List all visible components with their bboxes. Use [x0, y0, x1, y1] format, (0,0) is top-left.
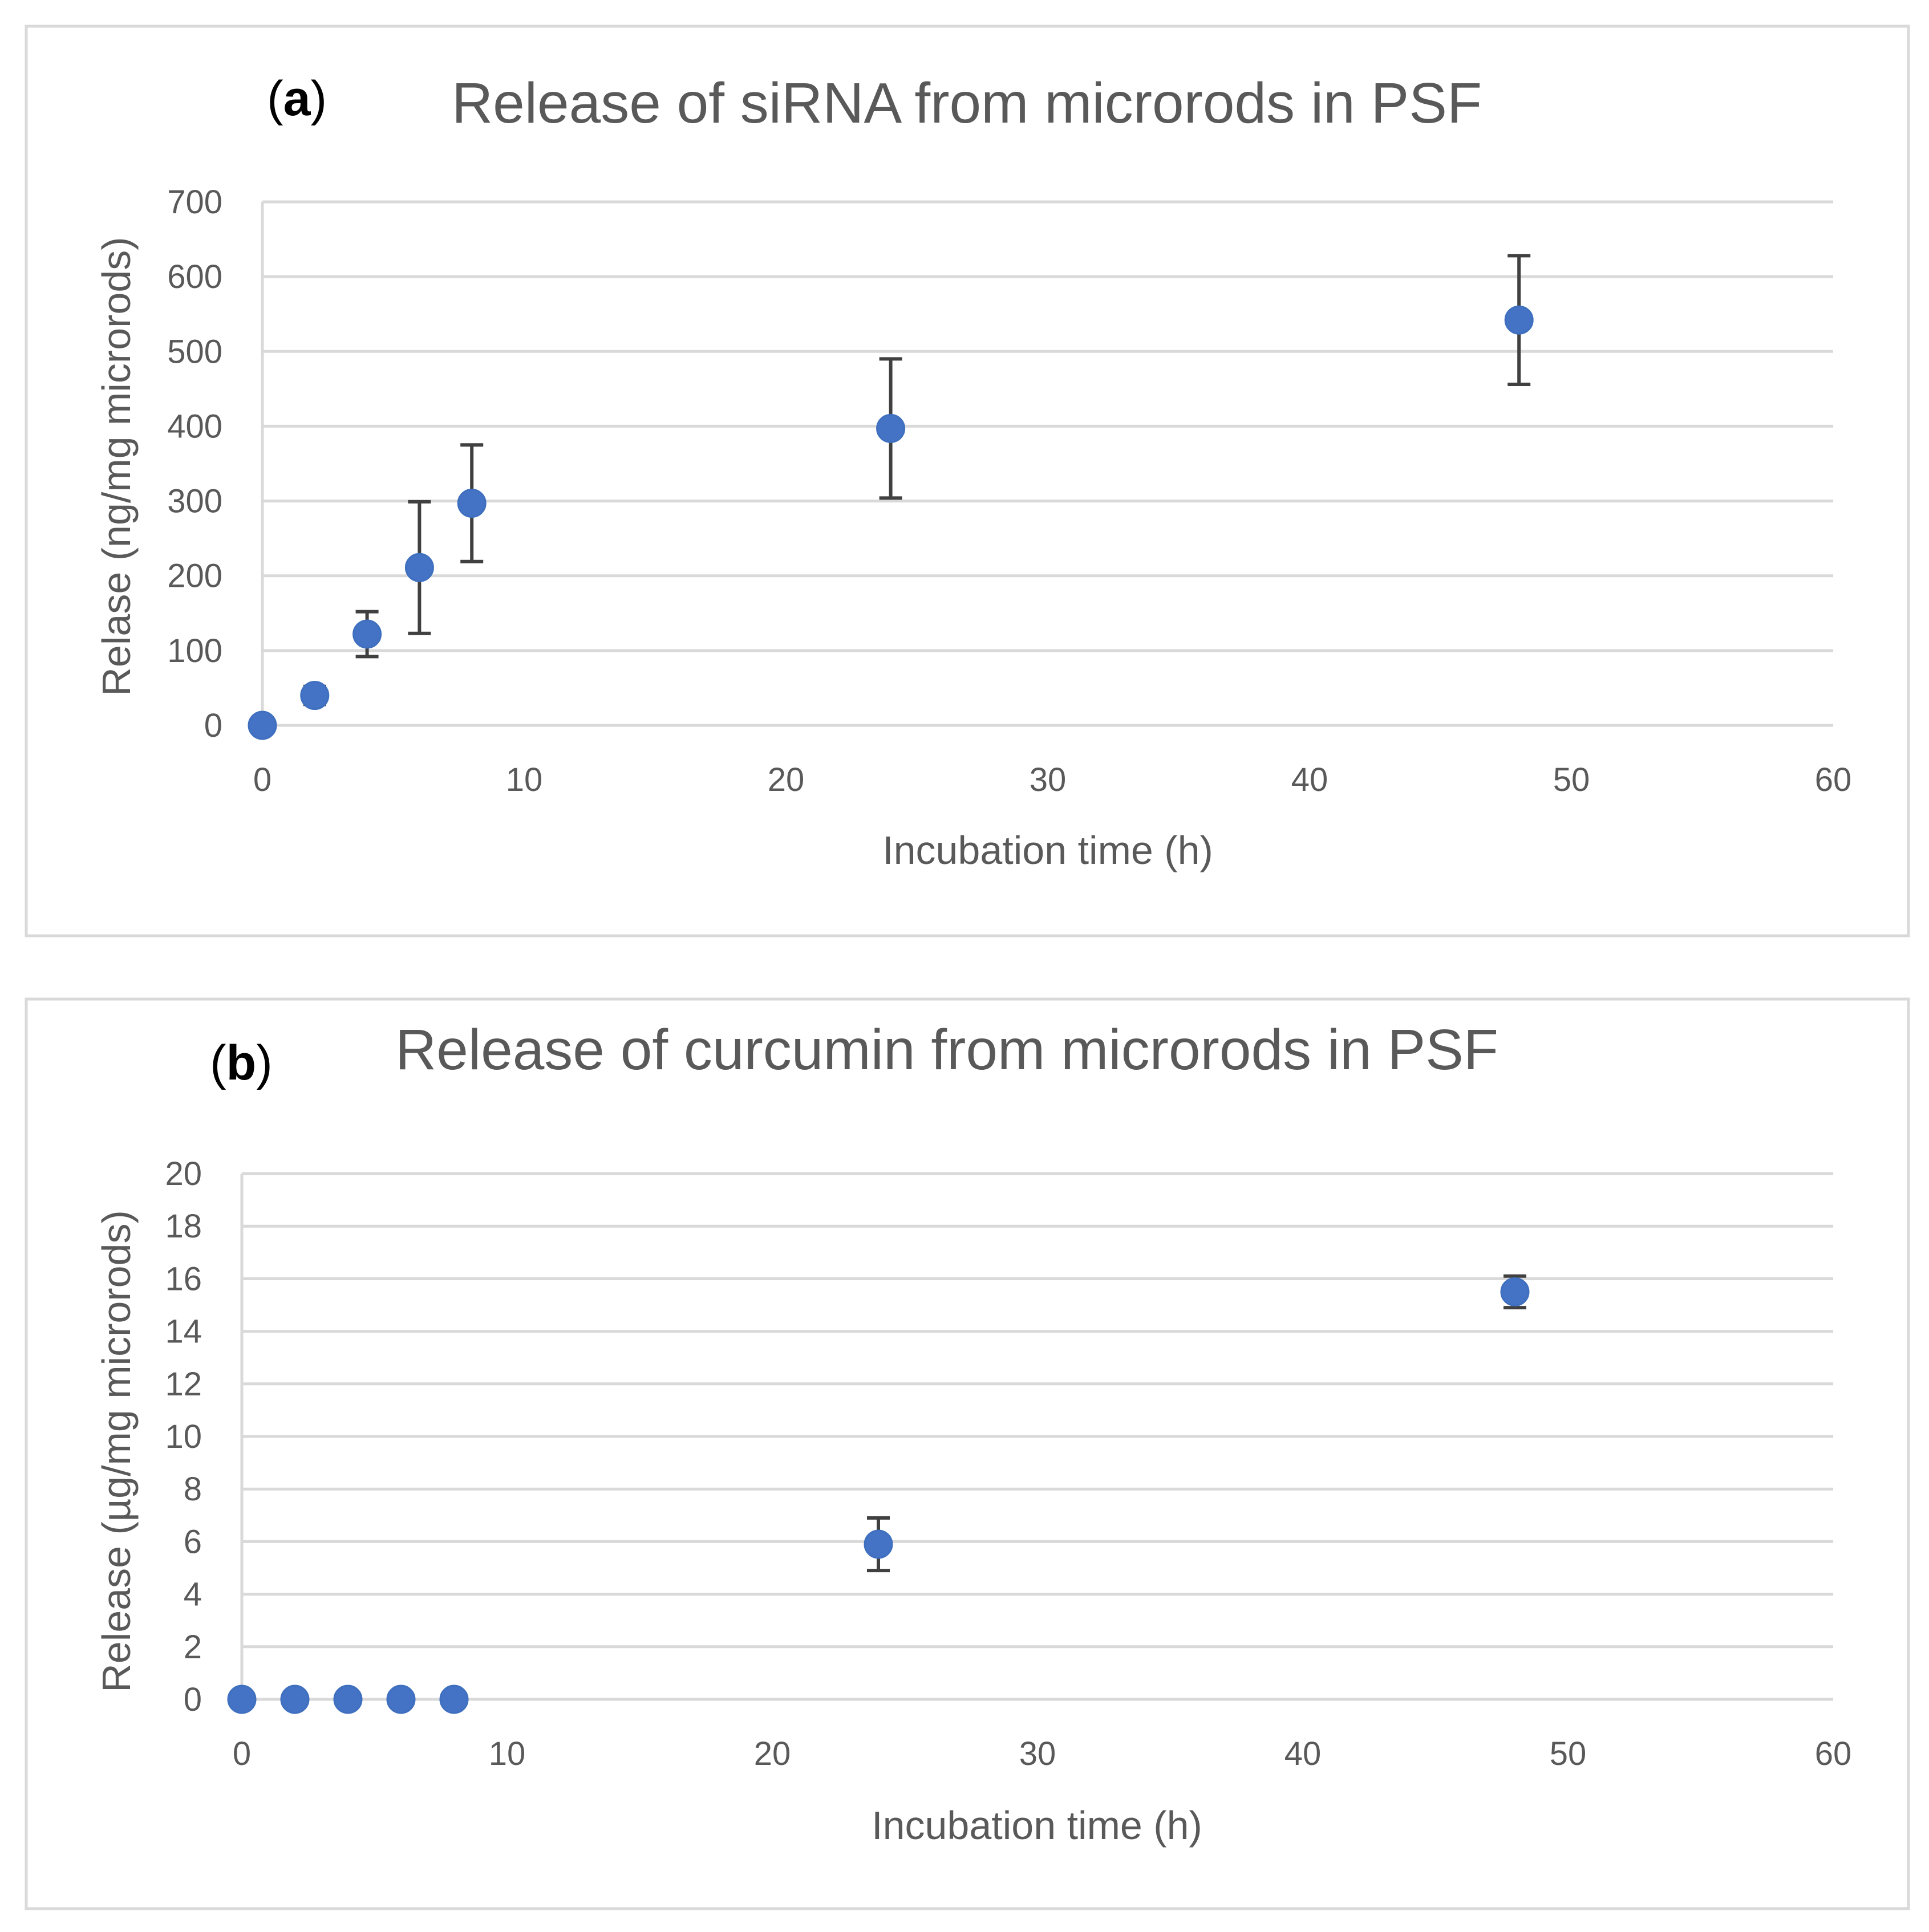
- panel-a-y-tick-label: 500: [167, 333, 222, 370]
- panel-a-label: (a): [267, 71, 327, 126]
- panel-b-y-tick-label: 8: [184, 1471, 202, 1508]
- panel-a-y-axis-title: Relase (ng/mg microrods): [94, 237, 139, 696]
- panel-b-x-tick-label: 10: [489, 1735, 526, 1772]
- panel-a-data-point: [404, 553, 434, 582]
- panel-b-x-tick-label: 20: [754, 1735, 791, 1772]
- panel-b-label-letter: b: [226, 1036, 257, 1090]
- panel-b-y-tick-label: 6: [184, 1523, 202, 1560]
- panel-a-y-tick-label: 400: [167, 408, 222, 445]
- panel-a-y-tick-label: 100: [167, 632, 222, 669]
- panel-a-x-tick-label: 10: [506, 761, 543, 798]
- panel-b-y-tick-label: 20: [165, 1155, 202, 1192]
- panel-a-data-point: [248, 711, 277, 740]
- panel-b-x-tick-label: 50: [1550, 1735, 1587, 1772]
- panel-a-data-point: [457, 489, 487, 518]
- panel-a-y-tick-label: 600: [167, 258, 222, 295]
- panel-b-data-point: [333, 1685, 363, 1714]
- panel-a-title: Release of siRNA from microrods in PSF: [452, 71, 1482, 135]
- panel-b-y-tick-label: 2: [184, 1629, 202, 1666]
- panel-a-x-axis-title: Incubation time (h): [882, 828, 1213, 872]
- panel-a-y-tick-label: 200: [167, 558, 222, 595]
- panel-b-x-axis-title: Incubation time (h): [872, 1803, 1202, 1848]
- panel-a-label-open: (: [267, 71, 283, 126]
- panel-b-y-tick-label: 18: [165, 1208, 202, 1245]
- panel-a-x-tick-label: 30: [1030, 761, 1067, 798]
- panel-b-data-point: [439, 1685, 469, 1714]
- panel-b-label-open: (: [210, 1036, 226, 1090]
- panel-b-x-tick-label: 40: [1284, 1735, 1322, 1772]
- panel-a-y-tick-label: 300: [167, 483, 222, 520]
- panel-b-y-tick-label: 14: [165, 1313, 202, 1350]
- panel-b-data-point: [280, 1685, 310, 1714]
- panel-a-x-tick-label: 20: [768, 761, 805, 798]
- panel-a-label-letter: a: [283, 71, 311, 126]
- panel-b-y-tick-label: 0: [184, 1681, 202, 1718]
- panel-b-data-point: [1500, 1277, 1530, 1306]
- panel-a-y-tick-label: 700: [167, 184, 222, 221]
- panel-b: (b) Release of curcumin from microrods i…: [25, 997, 1910, 1910]
- panel-a-data-point: [300, 681, 330, 711]
- panel-b-y-tick-label: 16: [165, 1260, 202, 1297]
- panel-a-data-point: [1504, 305, 1534, 335]
- panel-a-data-point: [876, 413, 906, 443]
- panel-b-label: (b): [210, 1036, 273, 1090]
- panel-b-y-tick-label: 4: [184, 1576, 202, 1613]
- panel-b-x-tick-label: 0: [233, 1735, 251, 1772]
- panel-b-label-close: ): [256, 1036, 273, 1090]
- panel-a-x-tick-label: 0: [253, 761, 271, 798]
- panel-a-data-point: [352, 619, 382, 649]
- panel-a-y-tick-label: 0: [204, 707, 222, 744]
- panel-b-frame: [25, 997, 1910, 1910]
- panel-b-x-tick-label: 60: [1815, 1735, 1852, 1772]
- panel-b-y-axis-title: Release (µg/mg microrods): [94, 1210, 139, 1692]
- panel-a-x-tick-label: 60: [1815, 761, 1852, 798]
- panel-b-data-point: [864, 1529, 893, 1559]
- panel-a-frame: [25, 25, 1910, 937]
- panel-b-x-tick-label: 30: [1019, 1735, 1056, 1772]
- panel-a: (a) Release of siRNA from microrods in P…: [25, 25, 1910, 937]
- panel-a-x-tick-label: 50: [1553, 761, 1590, 798]
- panel-a-label-close: ): [310, 71, 327, 126]
- panel-b-data-point: [227, 1685, 257, 1714]
- panel-b-y-tick-label: 12: [165, 1366, 202, 1403]
- panel-a-x-tick-label: 40: [1291, 761, 1328, 798]
- panel-b-data-point: [386, 1685, 416, 1714]
- panel-a-plot: 0 100 200 300 400 500 600 700 0 10 20 30 40 50 60: [167, 184, 1851, 798]
- panel-b-plot: 0 2 4 6 8 10 12 14 16 18 20 0 10 20 30 40 50 60: [165, 1155, 1851, 1772]
- panel-b-title: Release of curcumin from microrods in PS…: [395, 1018, 1498, 1082]
- panel-b-y-tick-label: 10: [165, 1418, 202, 1455]
